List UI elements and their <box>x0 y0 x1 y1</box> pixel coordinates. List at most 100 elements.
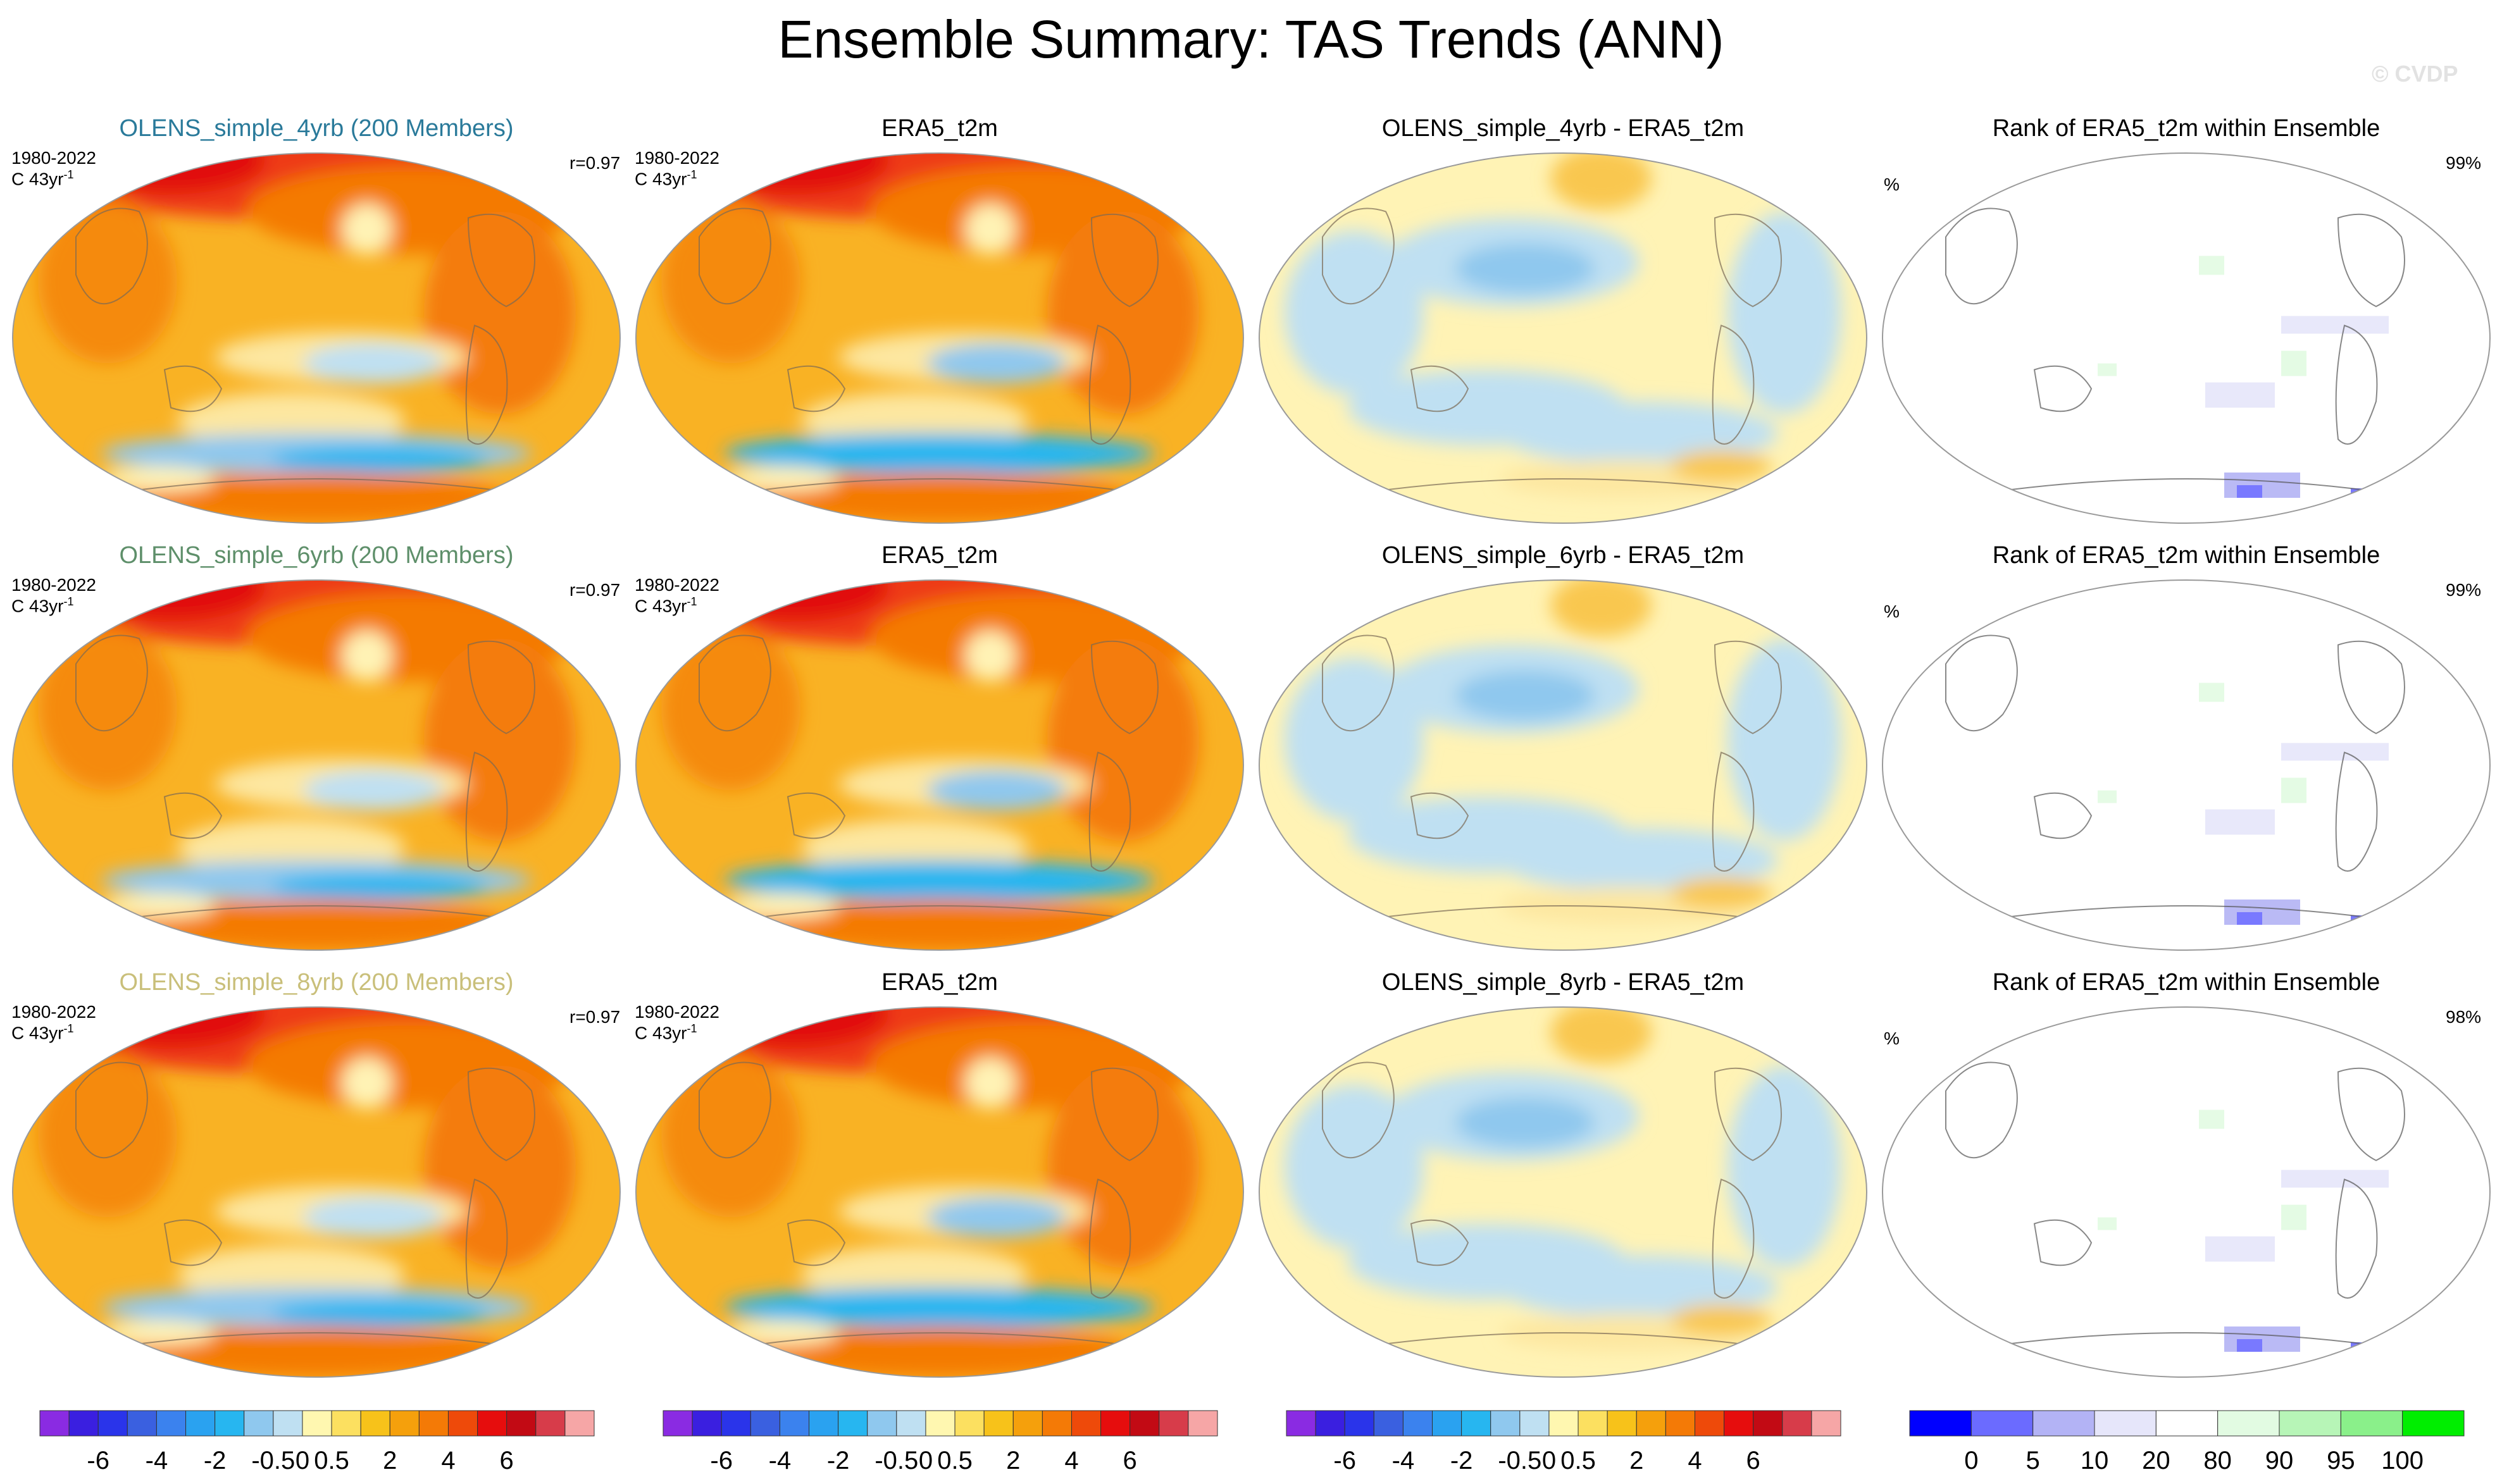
page-title: Ensemble Summary: TAS Trends (ANN) <box>778 9 1724 69</box>
colorbar-box <box>97 1410 128 1437</box>
map-frame <box>1259 579 1867 951</box>
colorbar-box <box>185 1410 216 1437</box>
colorbar-box <box>477 1410 507 1437</box>
colorbar-tick-label: -4 <box>1392 1447 1415 1475</box>
colorbar-tick-label: 0.5 <box>314 1447 349 1475</box>
colorbar-box <box>1188 1410 1218 1437</box>
colorbar-tick-label: -0.5 <box>874 1447 918 1475</box>
pattern-correlation: r=0.97 <box>569 580 621 600</box>
colorbar-tick-label: 6 <box>1746 1447 1760 1475</box>
colorbar-tick-label: 4 <box>441 1447 455 1475</box>
colorbar-tick-label: 10 <box>2081 1447 2109 1475</box>
map-ens-3 <box>13 1007 620 1377</box>
rank-panel-title: Rank of ERA5_t2m within Ensemble <box>1992 542 2381 569</box>
period-label: 1980-2022 <box>635 575 719 595</box>
colorbar-box <box>389 1410 420 1437</box>
colorbar-box <box>1071 1410 1102 1437</box>
colorbar-tick-label: 0.5 <box>1560 1447 1596 1475</box>
map-frame <box>12 1006 621 1378</box>
colorbar-box <box>1100 1410 1131 1437</box>
colorbar-tick-label: 4 <box>1688 1447 1702 1475</box>
map-diff-3 <box>1259 1007 1867 1377</box>
period-label: 1980-2022 <box>11 148 96 168</box>
colorbar-tick-label: 100 <box>2381 1447 2424 1475</box>
period-label: 1980-2022 <box>11 575 96 595</box>
colorbar-box <box>1012 1410 1043 1437</box>
colorbar-box <box>2402 1410 2465 1437</box>
colorbar-box <box>1607 1410 1637 1437</box>
colorbar-box <box>302 1410 332 1437</box>
rank-colorbar: 0 5 10 20 80 90 95 100 <box>1909 1410 2465 1475</box>
units-label: C 43yr-1 <box>11 168 74 189</box>
map-frame <box>12 152 621 524</box>
colorbar-tick-label: -4 <box>769 1447 792 1475</box>
colorbar-tick-label: -6 <box>87 1447 109 1475</box>
colorbar-box <box>1490 1410 1521 1437</box>
colorbar-tick-label: 95 <box>2327 1447 2355 1475</box>
colorbar-tick-label: 4 <box>1064 1447 1078 1475</box>
rank-unit-label: % <box>1884 602 1900 621</box>
coastlines <box>75 634 535 919</box>
colorbar-box <box>779 1410 810 1437</box>
map-ens-2 <box>13 580 620 950</box>
rank-percent: 98% <box>2446 1007 2482 1027</box>
colorbar-box <box>1811 1410 1841 1437</box>
map-field <box>1285 1007 1841 1352</box>
colorbar-box <box>1344 1410 1374 1437</box>
colorbar-box <box>1578 1410 1608 1437</box>
units-label: C 43yr-1 <box>11 595 74 616</box>
map-frame <box>1259 152 1867 524</box>
rank-unit-label: % <box>1884 175 1900 194</box>
period-label: 1980-2022 <box>635 1002 719 1022</box>
colorbar-box <box>447 1410 478 1437</box>
trend-colorbar-3: -6 -4 -2 -0.5 0 0.5 2 4 6 <box>1286 1410 1841 1475</box>
colorbar-box <box>331 1410 361 1437</box>
coastlines <box>699 634 1159 919</box>
colorbar-tick-label: 90 <box>2265 1447 2294 1475</box>
units-label: C 43yr-1 <box>635 595 697 616</box>
map-bg <box>1883 580 2490 950</box>
coastlines <box>699 1061 1159 1346</box>
colorbar-tick-label: -6 <box>710 1447 733 1475</box>
colorbar-tick-label: -2 <box>204 1447 227 1475</box>
map-rank-3 <box>1883 1007 2490 1377</box>
colorbar-tick-label: 2 <box>1006 1447 1020 1475</box>
colorbar-box <box>1636 1410 1666 1437</box>
map-obs-3 <box>636 1007 1243 1377</box>
coastlines <box>1322 1061 1782 1346</box>
colorbar-box <box>156 1410 187 1437</box>
colorbar-box <box>564 1410 595 1437</box>
coastlines <box>1945 634 2405 919</box>
colorbar-box <box>1753 1410 1783 1437</box>
colorbar-tick-label: 0.5 <box>937 1447 973 1475</box>
pattern-correlation: r=0.97 <box>569 1007 621 1027</box>
colorbar-box <box>838 1410 868 1437</box>
colorbar-tick-label: 2 <box>383 1447 397 1475</box>
colorbar-box <box>506 1410 537 1437</box>
rank-percent: 99% <box>2446 153 2482 173</box>
map-diff-1 <box>1259 153 1867 523</box>
coastlines <box>75 207 535 492</box>
map-frame <box>1259 1006 1867 1378</box>
colorbar-tick-label: -2 <box>1450 1447 1473 1475</box>
coastlines <box>1322 207 1782 492</box>
colorbar-box <box>39 1410 70 1437</box>
colorbar-box <box>663 1410 693 1437</box>
pattern-correlation: r=0.97 <box>569 153 621 173</box>
colorbar-tick-label: -4 <box>146 1447 168 1475</box>
diff-panel-title: OLENS_simple_6yrb - ERA5_t2m <box>1381 542 1745 569</box>
map-field <box>25 1007 576 1377</box>
units-label: C 43yr-1 <box>11 1022 74 1043</box>
coastlines <box>699 207 1159 492</box>
colorbar-box <box>867 1410 897 1437</box>
rank-percent: 99% <box>2446 580 2482 600</box>
coastlines <box>1945 207 2405 492</box>
map-field <box>649 1007 1199 1377</box>
coastlines <box>1945 1061 2405 1346</box>
colorbar-tick-label: 5 <box>2026 1447 2040 1475</box>
colorbar-box <box>127 1410 157 1437</box>
colorbar-box <box>721 1410 751 1437</box>
units-label: C 43yr-1 <box>635 168 697 189</box>
colorbar-box <box>2094 1410 2157 1437</box>
